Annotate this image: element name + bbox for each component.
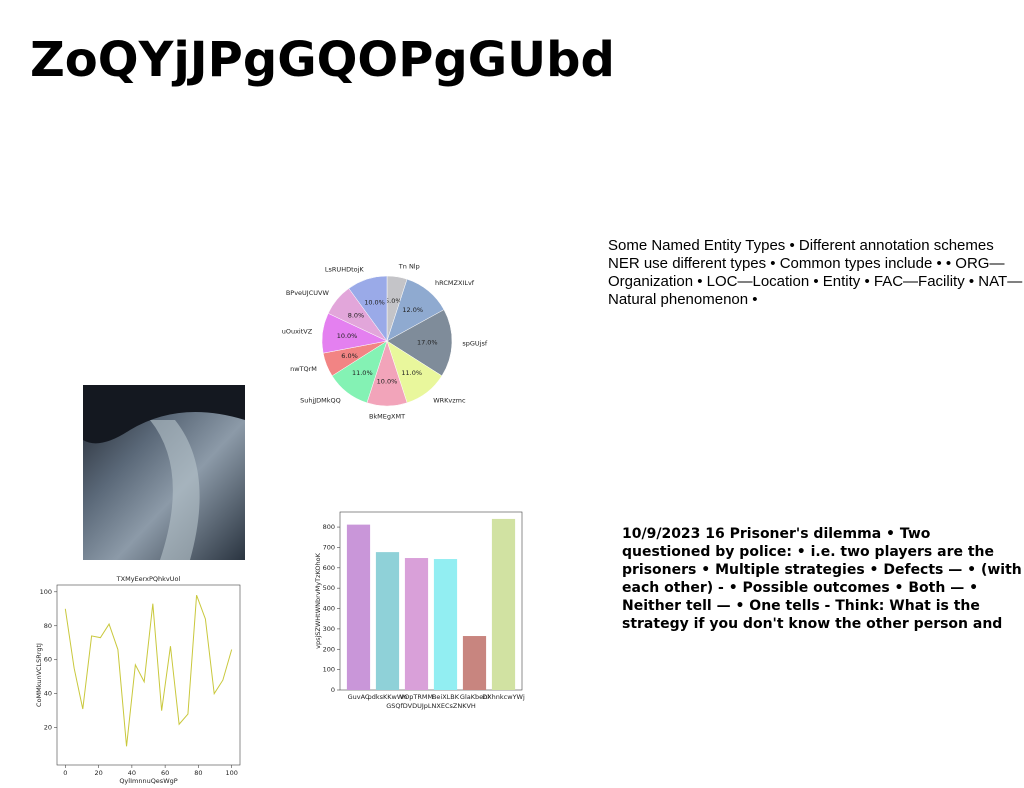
y-tick-label: 100	[40, 588, 52, 596]
value-label: 8.0%	[348, 311, 365, 319]
text-block: Some Named Entity Types • Different anno…	[608, 237, 1023, 308]
y-tick-label: 20	[44, 724, 52, 732]
value-label: 17.0%	[417, 338, 438, 346]
pie-label: hRCMZXILvf	[435, 279, 475, 287]
x-tick-label: pdksKKwWn	[368, 693, 408, 701]
x-tick-label: 60	[161, 769, 169, 777]
x-tick-label: 80	[194, 769, 202, 777]
pie-label: WRKvzmc	[433, 397, 466, 405]
bar	[375, 552, 400, 690]
y-tick-label: 60	[44, 656, 52, 664]
value-label: 10.0%	[377, 377, 398, 385]
pie-slice	[386, 309, 453, 377]
x-tick-label: VOpTRMM	[400, 693, 433, 701]
y-tick-label: 800	[323, 523, 335, 531]
line-series	[64, 595, 233, 747]
x-tick-label: GuvAC	[348, 693, 370, 701]
value-label: 10.0%	[337, 332, 358, 340]
value-label: 11.0%	[352, 369, 373, 377]
pie-label: BkMEgXMT	[369, 412, 405, 420]
pie-label: BPveUJCUVW	[286, 289, 330, 297]
plot-frame	[339, 511, 523, 691]
value-label: 11.0%	[401, 369, 422, 377]
pie-slice	[348, 275, 388, 342]
page-title: ZoQYjJPgGQOPgGUbd	[30, 32, 615, 88]
y-tick-label: 200	[323, 645, 335, 653]
bar	[433, 559, 458, 690]
bar	[346, 524, 371, 690]
value-label: 6.0%	[341, 352, 358, 360]
x-tick-label: GlaKbenl	[460, 693, 489, 701]
x-tick-label: BeiXLBK	[432, 693, 460, 701]
bar	[404, 558, 429, 690]
pie-label: nwTQrM	[290, 365, 317, 373]
plot-frame	[56, 584, 241, 766]
bar	[462, 636, 487, 690]
pie-label: uOuxitVZ	[282, 328, 313, 336]
y-tick-label: 0	[331, 686, 335, 694]
y-tick-label: 100	[323, 666, 335, 674]
y-tick-label: 300	[323, 625, 335, 633]
y-tick-label: 600	[323, 564, 335, 572]
value-label: 5.0%	[385, 297, 402, 305]
y-tick-label: 40	[44, 690, 52, 698]
y-tick-label: 400	[323, 605, 335, 613]
pie-label: SuhjJDMkQQ	[300, 397, 341, 405]
photo	[83, 385, 245, 560]
value-label: 10.0%	[364, 299, 385, 307]
bar	[491, 518, 516, 690]
x-tick-label: 40	[128, 769, 136, 777]
pie-label: Tn Nlp	[398, 263, 420, 271]
x-tick-label: DXhnkcwYWj	[482, 693, 525, 701]
y-tick-label: 80	[44, 622, 52, 630]
pie-label: LsRUHDtojK	[325, 265, 365, 273]
x-axis-label: GSQfDVDUJpLNXECsZNKVH	[386, 702, 476, 710]
x-tick-label: 20	[94, 769, 102, 777]
x-tick-label: 0	[63, 769, 67, 777]
y-tick-label: 700	[323, 543, 335, 551]
x-axis-label: QylImnnuQesWgP	[119, 777, 177, 785]
pie-label: spGUjsf	[462, 339, 487, 347]
y-axis-label: CoMMkunVCLSRrgtJ	[35, 643, 43, 707]
y-tick-label: 500	[323, 584, 335, 592]
value-label: 12.0%	[402, 306, 423, 314]
text-block: 10/9/2023 16 Prisoner's dilemma • Two qu…	[622, 526, 1022, 632]
chart-title: TXMyEerxPQhkvUol	[116, 575, 181, 583]
y-axis-label: vpsjSZWHtWNbrvMyTzKOhoK	[314, 552, 322, 648]
x-tick-label: 100	[225, 769, 237, 777]
